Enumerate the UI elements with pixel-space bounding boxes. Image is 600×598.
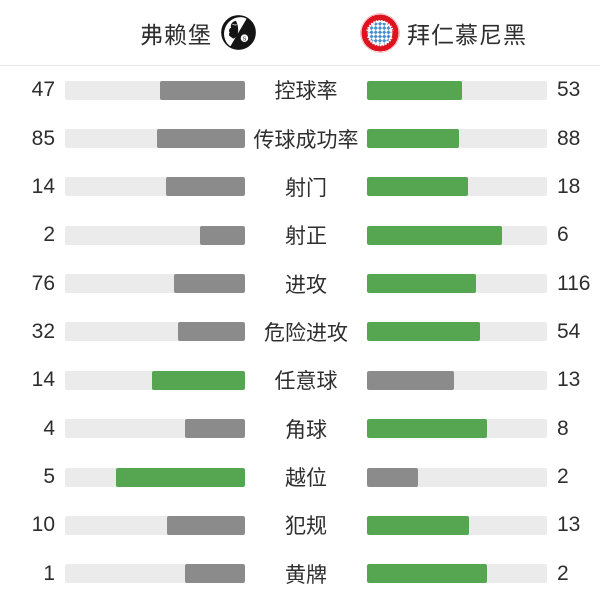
home-stat-bar-fill [178,322,245,342]
away-stat-value: 6 [557,223,569,247]
away-stat-bar-fill [367,467,419,487]
stat-row: 76 进攻 116 [0,259,600,307]
away-stat-bar-fill [367,564,488,584]
home-stat-value: 85 [31,126,55,150]
away-stat-bar-fill [367,419,488,439]
home-stat-bar-fill [151,370,245,390]
away-stat-bar [367,129,547,149]
away-stat-bar [367,564,547,584]
stat-label: 越位 [285,467,327,491]
home-stat-bar-fill [166,515,245,535]
match-header: 弗赖堡 S [0,0,600,65]
away-stat-value: 88 [557,126,581,150]
home-team-name: 弗赖堡 [140,21,212,48]
away-stat-value: 8 [557,416,569,440]
home-stat-bar-fill [116,467,245,487]
home-stat-bar [65,129,245,149]
away-stat-bar [367,225,547,245]
home-stat-value: 14 [31,368,55,392]
home-stat-bar-fill [173,274,245,294]
stat-row: 47 控球率 53 [0,66,600,114]
home-stat-value: 4 [43,416,55,440]
away-stat-bar-fill [367,274,476,294]
away-stat-value: 53 [557,78,581,102]
away-team-name: 拜仁慕尼黑 [407,21,527,48]
home-stat-bar [65,370,245,390]
home-stat-bar [65,177,245,197]
header-divider [0,65,600,66]
away-stat-value: 13 [557,513,581,537]
stat-label: 角球 [285,418,327,442]
home-stat-bar [65,322,245,342]
stat-label: 进攻 [285,273,327,297]
away-stat-bar-fill [367,177,469,197]
stat-label: 黄牌 [285,563,327,587]
stat-label: 任意球 [274,370,338,394]
home-stat-bar [65,274,245,294]
home-stat-bar [65,564,245,584]
home-stat-value: 32 [31,319,55,343]
home-stat-value: 14 [31,174,55,198]
home-stat-bar [65,225,245,245]
stat-row: 14 任意球 13 [0,356,600,404]
away-stat-bar [367,419,547,439]
freiburg-crest-icon: S [221,15,256,50]
bayern-crest-icon [360,13,400,53]
away-stat-bar-fill [367,322,481,342]
stat-label: 犯规 [285,515,327,539]
home-stat-bar-fill [185,564,245,584]
away-stat-bar [367,177,547,197]
home-stat-bar [65,80,245,100]
away-stat-bar-fill [367,129,459,149]
home-team: 弗赖堡 S [140,0,256,65]
stat-row: 2 射正 6 [0,211,600,259]
home-stat-bar-fill [160,80,245,100]
home-stat-value: 1 [43,561,55,585]
away-stat-value: 116 [557,271,591,295]
stats-panel: 47 控球率 53 85 传球成功率 88 14 射门 18 2 [0,66,600,598]
stat-label: 危险进攻 [264,321,348,345]
away-stat-bar [367,467,547,487]
away-stat-bar-fill [367,370,454,390]
away-stat-value: 2 [557,561,569,585]
home-stat-value: 5 [43,465,55,489]
stat-label: 射门 [285,176,327,200]
away-stat-bar-fill [367,225,502,245]
stat-row: 4 角球 8 [0,405,600,453]
stat-label: 射正 [285,225,327,249]
home-stat-bar [65,467,245,487]
home-stat-bar-fill [200,225,245,245]
away-stat-bar [367,370,547,390]
home-stat-value: 47 [31,78,55,102]
away-stat-value: 13 [557,368,581,392]
stat-row: 14 射门 18 [0,163,600,211]
stat-label: 控球率 [274,80,338,104]
home-stat-value: 2 [43,223,55,247]
home-stat-bar [65,419,245,439]
away-stat-bar [367,274,547,294]
home-stat-bar-fill [185,419,245,439]
stat-row: 10 犯规 13 [0,501,600,549]
away-stat-value: 54 [557,319,581,343]
home-stat-bar-fill [156,129,245,149]
home-stat-value: 76 [31,271,55,295]
home-stat-bar [65,515,245,535]
stat-row: 5 越位 2 [0,453,600,501]
away-team: 拜仁慕尼黑 [360,0,527,65]
home-stat-bar-fill [166,177,245,197]
stat-row: 32 危险进攻 54 [0,308,600,356]
stat-row: 1 黄牌 2 [0,550,600,598]
home-stat-value: 10 [31,513,55,537]
away-stat-bar-fill [367,515,469,535]
away-stat-bar [367,322,547,342]
away-stat-value: 2 [557,465,569,489]
stat-label: 传球成功率 [253,128,359,152]
away-stat-value: 18 [557,174,581,198]
away-stat-bar-fill [367,80,463,100]
away-stat-bar [367,80,547,100]
stat-row: 85 传球成功率 88 [0,114,600,162]
away-stat-bar [367,515,547,535]
svg-text:S: S [243,36,247,42]
